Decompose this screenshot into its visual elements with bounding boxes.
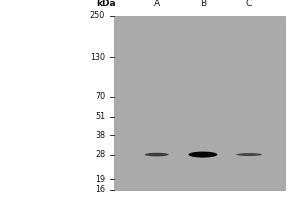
Text: 16: 16 (95, 186, 105, 194)
Text: 19: 19 (95, 175, 105, 184)
Ellipse shape (188, 152, 218, 158)
Text: 130: 130 (90, 53, 105, 62)
Bar (114, 16, 285, 190)
Ellipse shape (145, 153, 169, 156)
Ellipse shape (236, 153, 262, 156)
Text: C: C (246, 0, 252, 8)
Text: A: A (154, 0, 160, 8)
Text: kDa: kDa (97, 0, 116, 8)
Text: 51: 51 (95, 112, 105, 121)
Text: 38: 38 (95, 131, 105, 140)
Text: B: B (200, 0, 206, 8)
Text: 28: 28 (95, 150, 105, 159)
Text: 70: 70 (95, 92, 105, 101)
Text: 250: 250 (90, 11, 105, 21)
